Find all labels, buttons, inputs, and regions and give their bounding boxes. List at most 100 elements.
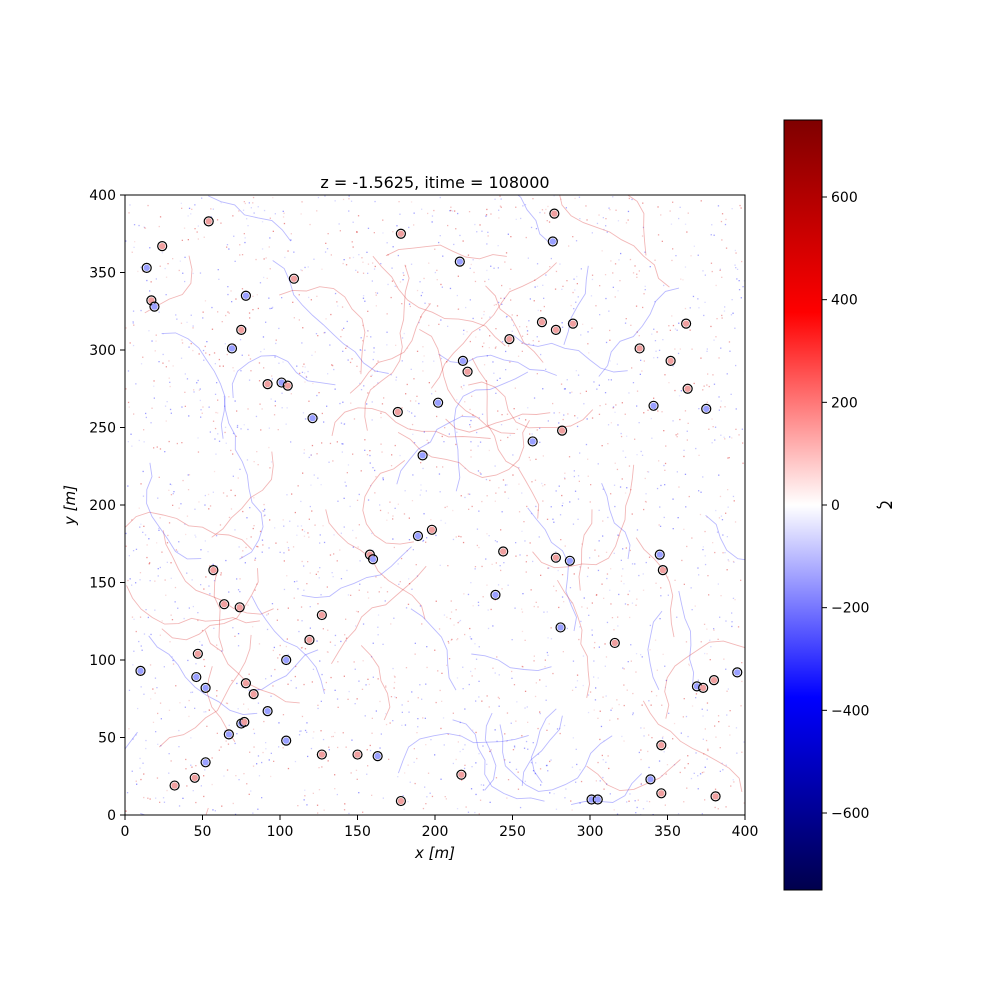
field-speckle xyxy=(483,310,485,313)
field-speckle xyxy=(181,339,183,341)
field-speckle xyxy=(306,731,308,733)
field-speckle xyxy=(241,686,243,689)
field-speckle xyxy=(497,245,499,247)
field-speckle xyxy=(147,616,149,619)
field-speckle xyxy=(139,757,141,760)
field-speckle xyxy=(343,497,345,499)
field-speckle xyxy=(393,617,395,619)
vortex-core xyxy=(458,771,465,778)
field-speckle xyxy=(182,479,184,482)
field-speckle xyxy=(501,588,503,590)
field-speckle xyxy=(575,781,577,783)
field-speckle xyxy=(536,429,538,431)
vortex-marker xyxy=(304,634,315,645)
field-speckle xyxy=(539,679,541,681)
field-speckle xyxy=(602,520,604,522)
field-speckle xyxy=(283,560,285,562)
field-speckle xyxy=(241,254,244,256)
field-speckle xyxy=(560,198,562,200)
field-speckle xyxy=(128,555,130,557)
field-speckle xyxy=(172,493,174,495)
vortex-core xyxy=(558,427,566,434)
field-speckle xyxy=(233,370,235,372)
field-speckle xyxy=(497,410,499,412)
field-speckle xyxy=(617,534,619,536)
field-speckle xyxy=(519,806,522,809)
vortex-core xyxy=(710,676,718,684)
field-speckle xyxy=(487,609,489,611)
field-speckle xyxy=(263,348,265,350)
vortex-core xyxy=(456,258,463,265)
field-speckle xyxy=(730,393,732,395)
field-speckle xyxy=(285,423,287,425)
field-speckle xyxy=(568,565,570,567)
field-speckle xyxy=(493,267,495,269)
field-speckle xyxy=(303,565,305,567)
vortex-marker xyxy=(316,749,327,760)
field-speckle xyxy=(489,479,491,482)
field-speckle xyxy=(641,370,643,372)
field-speckle xyxy=(717,715,720,717)
field-speckle xyxy=(497,584,500,586)
field-speckle xyxy=(411,588,413,590)
field-speckle xyxy=(184,391,186,393)
field-speckle xyxy=(572,291,574,294)
field-speckle xyxy=(456,808,459,810)
field-speckle xyxy=(720,347,722,349)
field-speckle xyxy=(410,368,412,370)
field-speckle xyxy=(509,288,511,290)
field-filament xyxy=(445,412,551,433)
field-speckle xyxy=(402,279,404,281)
field-filament xyxy=(468,381,594,429)
field-speckle xyxy=(438,473,441,475)
field-speckle xyxy=(478,646,480,648)
field-speckle xyxy=(221,805,223,807)
field-speckle xyxy=(125,388,127,390)
field-speckle xyxy=(602,217,604,219)
field-speckle xyxy=(725,764,727,766)
field-speckle xyxy=(303,363,305,365)
vortex-core xyxy=(397,797,405,805)
field-speckle xyxy=(457,308,459,310)
field-speckle xyxy=(346,569,348,572)
field-speckle xyxy=(157,568,159,570)
field-speckle xyxy=(529,433,531,435)
field-speckle xyxy=(428,382,430,384)
field-speckle xyxy=(196,382,198,384)
field-speckle xyxy=(300,500,302,503)
field-speckle xyxy=(513,408,515,410)
field-speckle xyxy=(620,559,622,561)
field-speckle xyxy=(382,477,384,479)
field-speckle xyxy=(193,391,195,393)
field-speckle xyxy=(607,443,609,445)
field-speckle xyxy=(536,285,539,287)
field-speckle xyxy=(612,272,614,274)
field-speckle xyxy=(668,382,670,384)
field-speckle xyxy=(630,660,632,662)
field-speckle xyxy=(247,708,249,710)
field-speckle xyxy=(177,607,179,609)
field-speckle xyxy=(310,454,312,456)
field-filament xyxy=(438,353,557,376)
field-speckle xyxy=(269,268,271,270)
field-speckle xyxy=(552,518,554,520)
field-speckle xyxy=(158,527,160,530)
field-speckle xyxy=(374,265,376,268)
field-speckle xyxy=(569,501,571,503)
field-speckle xyxy=(214,393,217,395)
field-speckle xyxy=(317,417,319,419)
field-speckle xyxy=(321,673,323,676)
field-speckle xyxy=(718,721,720,723)
field-speckle xyxy=(414,642,416,644)
field-filament xyxy=(430,262,557,389)
colorbar-label: ζ xyxy=(876,501,895,510)
field-speckle xyxy=(715,284,717,287)
field-speckle xyxy=(427,442,429,444)
field-speckle xyxy=(464,496,466,499)
field-speckle xyxy=(624,413,626,415)
field-speckle xyxy=(721,314,723,317)
field-speckle xyxy=(719,770,721,772)
field-speckle xyxy=(517,355,520,357)
field-speckle xyxy=(587,694,590,696)
field-speckle xyxy=(257,702,260,704)
